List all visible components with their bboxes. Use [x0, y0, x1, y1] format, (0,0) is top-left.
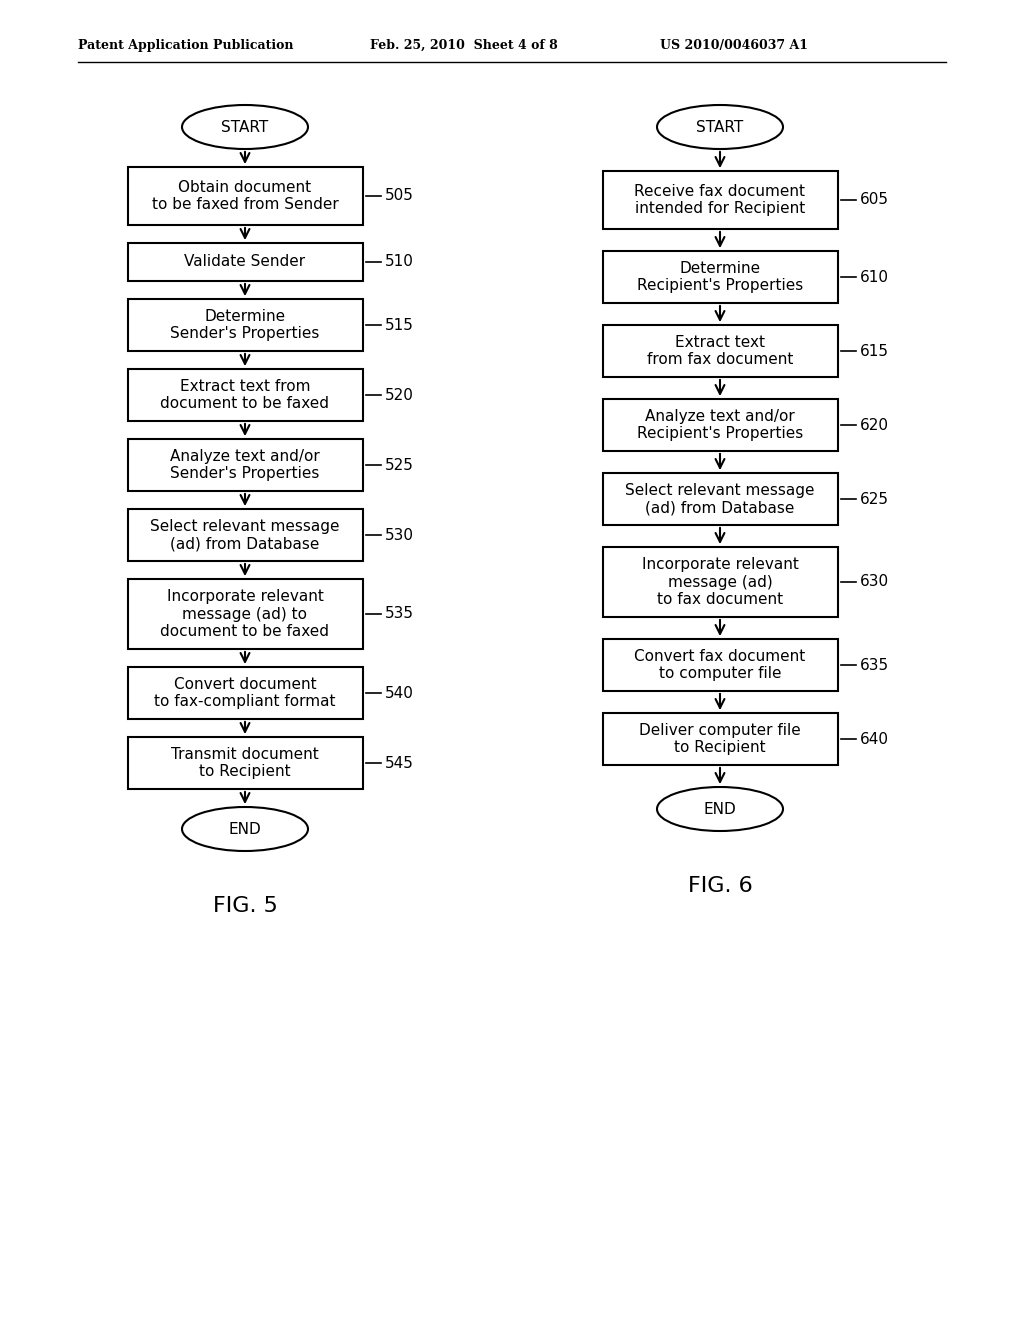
Ellipse shape — [657, 106, 783, 149]
Bar — [128, 168, 362, 224]
Text: Convert document
to fax-compliant format: Convert document to fax-compliant format — [155, 677, 336, 709]
Text: Extract text
from fax document: Extract text from fax document — [647, 335, 794, 367]
Text: Patent Application Publication: Patent Application Publication — [78, 38, 294, 51]
Bar — [128, 300, 362, 351]
Ellipse shape — [657, 787, 783, 832]
Text: 525: 525 — [384, 458, 414, 473]
Text: Extract text from
document to be faxed: Extract text from document to be faxed — [161, 379, 330, 412]
Bar — [128, 667, 362, 719]
Bar — [128, 737, 362, 789]
Text: 630: 630 — [859, 574, 889, 590]
Text: 520: 520 — [384, 388, 414, 403]
Bar — [128, 510, 362, 561]
Ellipse shape — [182, 807, 308, 851]
Text: 605: 605 — [859, 193, 889, 207]
Bar — [128, 579, 362, 649]
Text: START: START — [221, 120, 268, 135]
Text: 610: 610 — [859, 269, 889, 285]
Text: START: START — [696, 120, 743, 135]
Text: FIG. 6: FIG. 6 — [688, 876, 753, 896]
Bar — [602, 325, 838, 378]
Text: Feb. 25, 2010  Sheet 4 of 8: Feb. 25, 2010 Sheet 4 of 8 — [370, 38, 558, 51]
Text: Receive fax document
intended for Recipient: Receive fax document intended for Recipi… — [635, 183, 806, 216]
Bar — [128, 370, 362, 421]
Text: 505: 505 — [384, 189, 414, 203]
Text: Determine
Recipient's Properties: Determine Recipient's Properties — [637, 261, 803, 293]
Bar — [602, 399, 838, 451]
Text: Select relevant message
(ad) from Database: Select relevant message (ad) from Databa… — [151, 519, 340, 552]
Text: 640: 640 — [859, 731, 889, 747]
Text: Select relevant message
(ad) from Database: Select relevant message (ad) from Databa… — [626, 483, 815, 515]
Text: Convert fax document
to computer file: Convert fax document to computer file — [635, 649, 806, 681]
Bar — [128, 440, 362, 491]
Text: 635: 635 — [859, 657, 889, 672]
Text: Validate Sender: Validate Sender — [184, 255, 305, 269]
Text: US 2010/0046037 A1: US 2010/0046037 A1 — [660, 38, 808, 51]
Text: Incorporate relevant
message (ad)
to fax document: Incorporate relevant message (ad) to fax… — [642, 557, 799, 607]
Bar — [602, 713, 838, 766]
Bar — [602, 546, 838, 616]
Text: Determine
Sender's Properties: Determine Sender's Properties — [170, 309, 319, 341]
Text: 540: 540 — [384, 685, 414, 701]
Text: Obtain document
to be faxed from Sender: Obtain document to be faxed from Sender — [152, 180, 338, 213]
Text: END: END — [228, 821, 261, 837]
Text: 625: 625 — [859, 491, 889, 507]
Text: 535: 535 — [384, 606, 414, 622]
Text: Analyze text and/or
Sender's Properties: Analyze text and/or Sender's Properties — [170, 449, 319, 482]
Text: 545: 545 — [384, 755, 414, 771]
Bar — [602, 251, 838, 304]
Text: 510: 510 — [384, 255, 414, 269]
Text: FIG. 5: FIG. 5 — [213, 896, 278, 916]
Text: Analyze text and/or
Recipient's Properties: Analyze text and/or Recipient's Properti… — [637, 409, 803, 441]
Bar — [602, 172, 838, 228]
Text: Incorporate relevant
message (ad) to
document to be faxed: Incorporate relevant message (ad) to doc… — [161, 589, 330, 639]
Text: Transmit document
to Recipient: Transmit document to Recipient — [171, 747, 318, 779]
Text: 530: 530 — [384, 528, 414, 543]
Text: 515: 515 — [384, 318, 414, 333]
Bar — [128, 243, 362, 281]
Text: 620: 620 — [859, 417, 889, 433]
Text: END: END — [703, 801, 736, 817]
Text: Deliver computer file
to Recipient: Deliver computer file to Recipient — [639, 723, 801, 755]
Text: 615: 615 — [859, 343, 889, 359]
Bar — [602, 639, 838, 690]
Ellipse shape — [182, 106, 308, 149]
Bar — [602, 473, 838, 525]
